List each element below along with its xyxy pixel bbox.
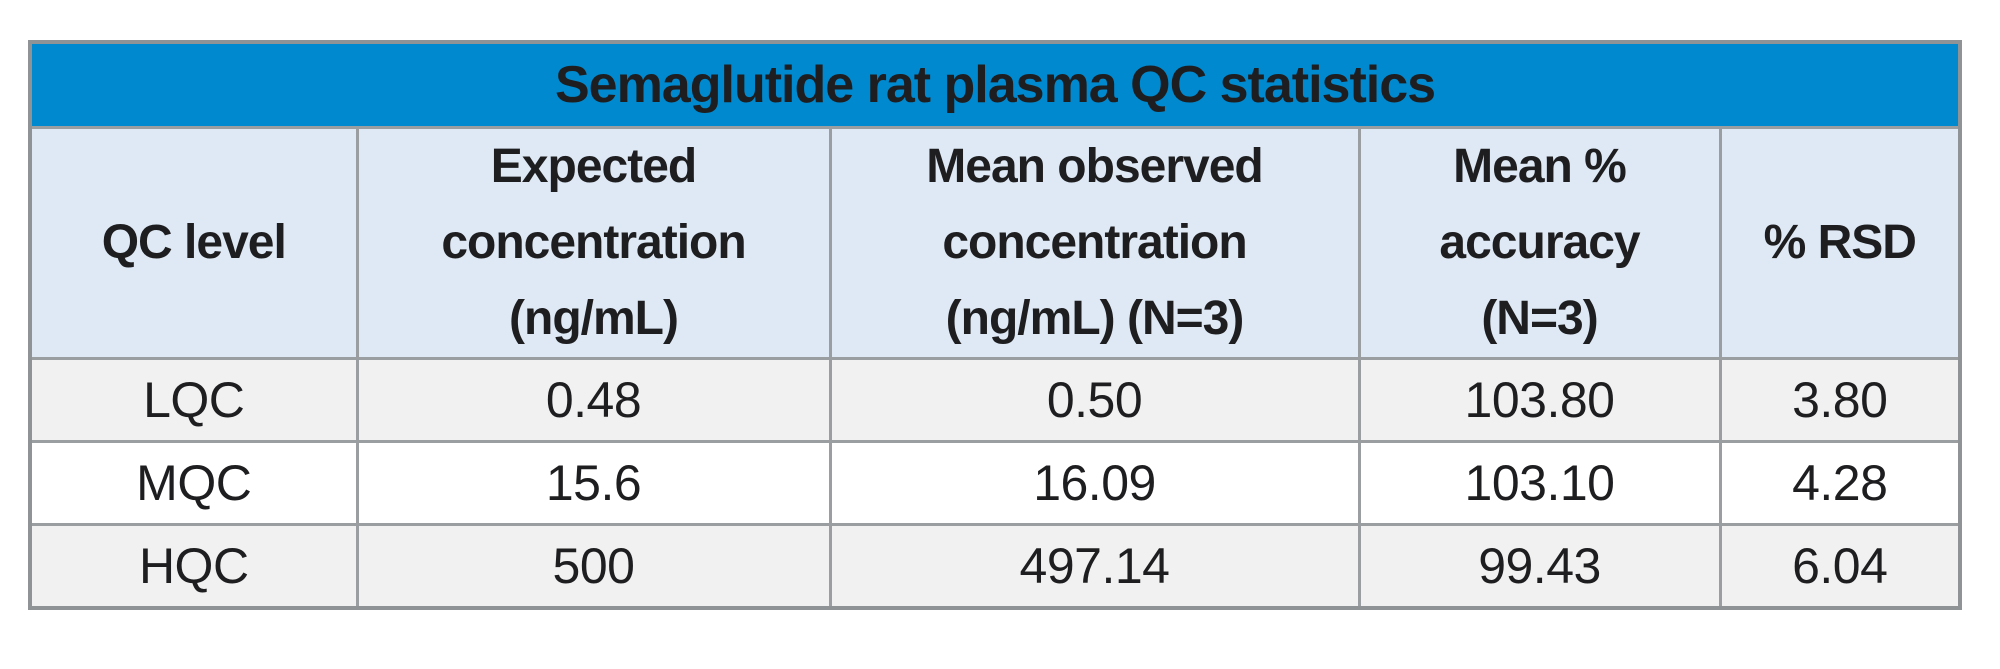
qc-level-cell: LQC	[28, 357, 359, 443]
observed-concentration-cell: 16.09	[828, 440, 1361, 526]
mean-accuracy-cell: 99.43	[1357, 523, 1722, 610]
observed-concentration-cell: 497.14	[828, 523, 1361, 610]
mean-accuracy-cell: 103.80	[1357, 357, 1722, 443]
rsd-cell: 3.80	[1718, 357, 1962, 443]
expected-concentration-cell: 0.48	[355, 357, 832, 443]
expected-concentration-cell: 500	[355, 523, 832, 610]
qc-level-cell: HQC	[28, 523, 359, 610]
qc-level-cell: MQC	[28, 440, 359, 526]
column-header-qc-level: QC level	[28, 126, 359, 360]
observed-concentration-cell: 0.50	[828, 357, 1361, 443]
column-header-mean-observed-concentration: Mean observed concentration (ng/mL) (N=3…	[828, 126, 1361, 360]
column-header-expected-concentration: Expected concentration (ng/mL)	[355, 126, 832, 360]
column-header-mean-percent-accuracy: Mean % accuracy (N=3)	[1357, 126, 1722, 360]
rsd-cell: 6.04	[1718, 523, 1962, 610]
expected-concentration-cell: 15.6	[355, 440, 832, 526]
table-row-lqc: LQC 0.48 0.50 103.80 3.80	[28, 357, 1962, 443]
table-row-hqc: HQC 500 497.14 99.43 6.04	[28, 523, 1962, 610]
mean-accuracy-cell: 103.10	[1357, 440, 1722, 526]
qc-statistics-table: Semaglutide rat plasma QC statistics QC …	[28, 40, 1963, 610]
header-row: QC level Expected concentration (ng/mL) …	[28, 126, 1962, 360]
table-row-mqc: MQC 15.6 16.09 103.10 4.28	[28, 440, 1962, 526]
column-header-percent-rsd: % RSD	[1718, 126, 1962, 360]
rsd-cell: 4.28	[1718, 440, 1962, 526]
title-row: Semaglutide rat plasma QC statistics	[28, 40, 1962, 129]
table-title: Semaglutide rat plasma QC statistics	[28, 40, 1962, 129]
